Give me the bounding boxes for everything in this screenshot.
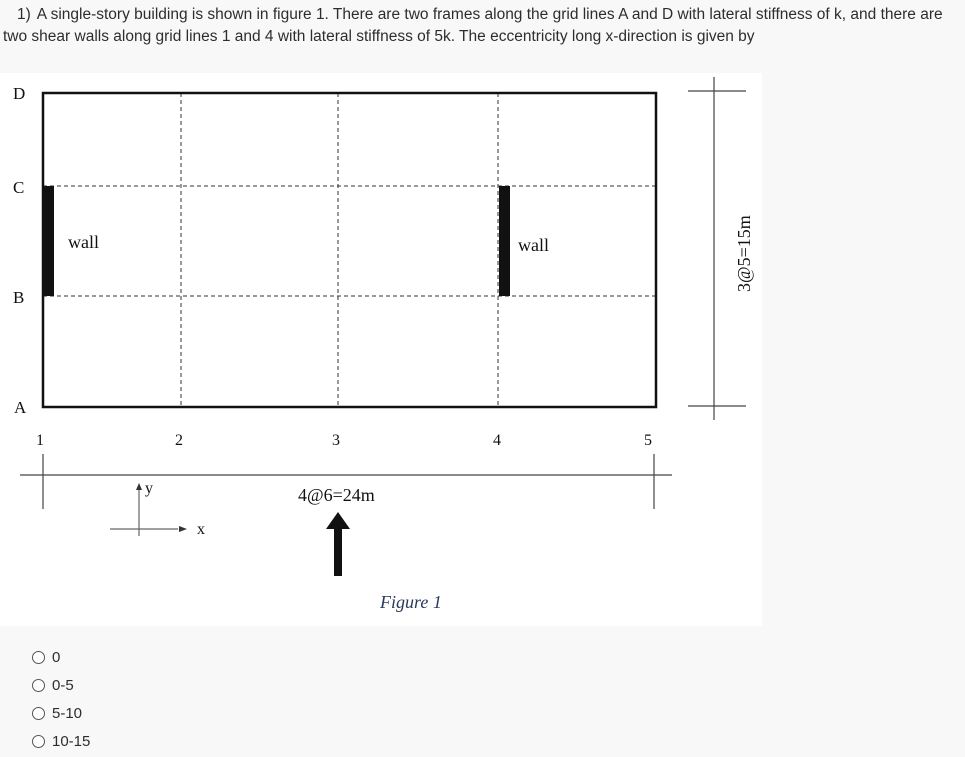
question-body: A single-story building is shown in figu…: [3, 6, 943, 45]
column-label-1: 1: [36, 432, 44, 449]
building-plan-figure: wall wall D C B A 1 2 3 4 5 4@6=24m 3@5=…: [0, 73, 762, 626]
column-label-4: 4: [493, 432, 501, 449]
figure-caption: Figure 1: [379, 592, 442, 612]
option-0-5[interactable]: 0-5: [32, 671, 90, 699]
building-outline: [41, 91, 658, 409]
wall-label-1: wall: [68, 232, 99, 252]
option-label: 0: [52, 648, 61, 666]
question-text: 1) A single-story building is shown in fi…: [3, 4, 958, 48]
wall-label-4: wall: [518, 235, 549, 255]
option-5-10[interactable]: 5-10: [32, 699, 90, 727]
x-axis-arrow-icon: [179, 526, 187, 532]
axis-x-label: x: [197, 521, 205, 538]
radio-button[interactable]: [32, 650, 45, 664]
option-10-15[interactable]: 10-15: [32, 727, 90, 755]
row-label-a: A: [14, 398, 27, 417]
y-dimension-label: 3@5=15m: [734, 215, 754, 292]
option-label: 0-5: [52, 676, 74, 694]
shear-wall-line-4: [499, 186, 510, 296]
y-axis-arrow-icon: [136, 483, 142, 490]
question-number: 1): [17, 6, 31, 23]
axis-y-label: y: [145, 480, 153, 497]
option-label: 5-10: [52, 704, 83, 722]
radio-button[interactable]: [32, 734, 45, 748]
row-label-d: D: [13, 84, 25, 103]
row-label-b: B: [13, 288, 24, 307]
radio-button[interactable]: [32, 706, 45, 720]
column-label-2: 2: [175, 432, 183, 449]
x-dimension-label: 4@6=24m: [298, 485, 375, 505]
answer-options: 0 0-5 5-10 10-15: [32, 643, 90, 755]
option-0[interactable]: 0: [32, 643, 90, 671]
row-label-c: C: [13, 178, 24, 197]
option-label: 10-15: [52, 732, 91, 750]
axis-symbol: [110, 488, 178, 536]
column-label-5: 5: [644, 432, 652, 449]
column-label-3: 3: [332, 432, 340, 449]
radio-button[interactable]: [32, 678, 45, 692]
load-arrow-icon: [326, 512, 350, 576]
shear-wall-line-1: [43, 186, 54, 296]
